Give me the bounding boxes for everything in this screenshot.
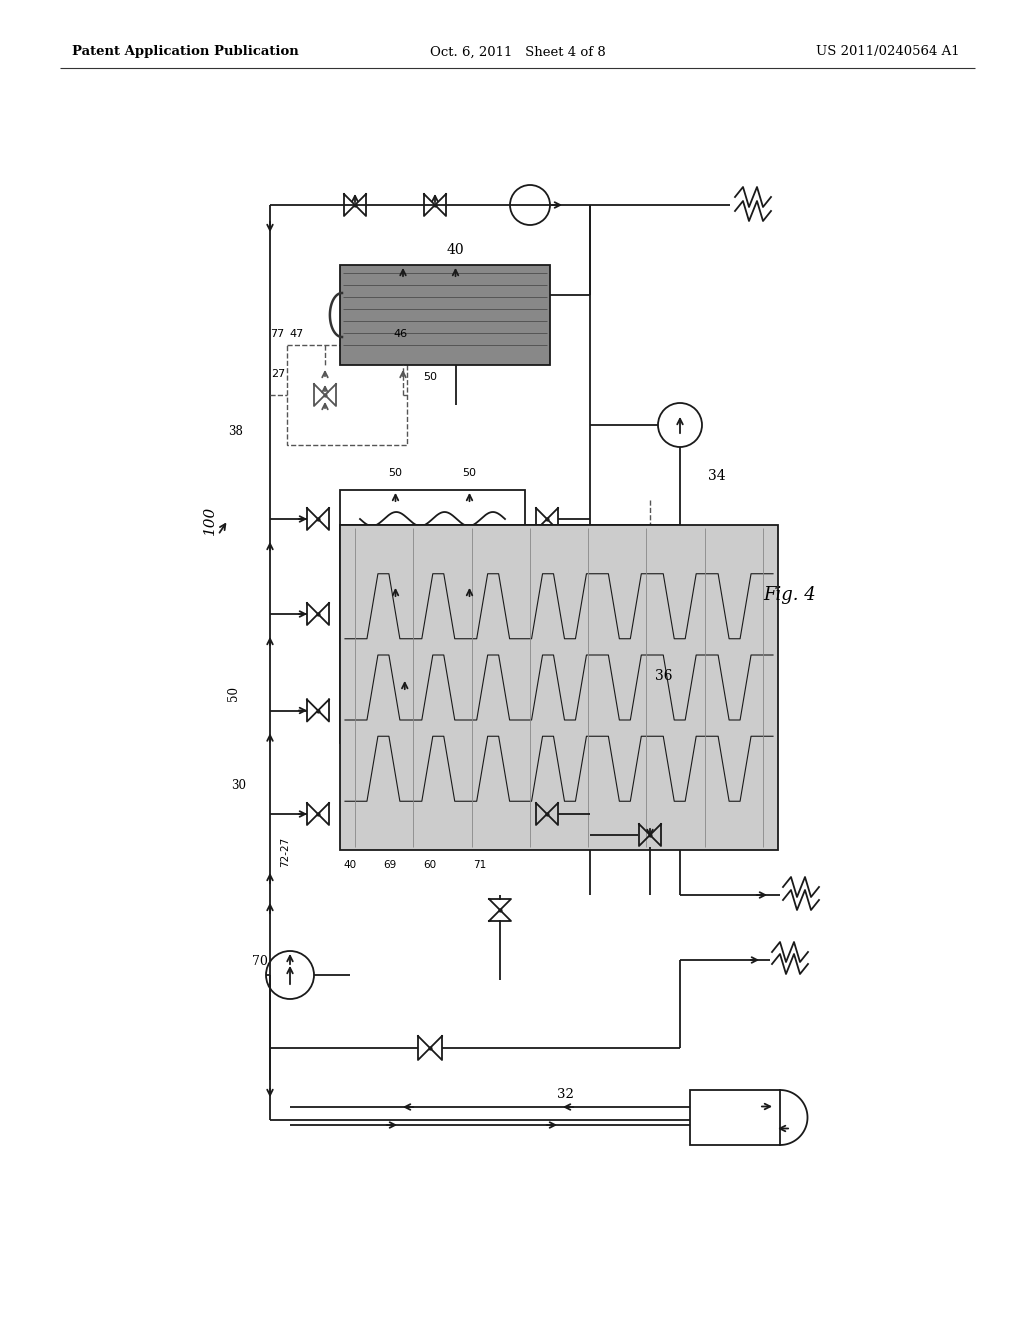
Text: 72-27: 72-27: [280, 837, 290, 867]
Text: 27: 27: [270, 370, 285, 379]
Text: Fig. 4: Fig. 4: [764, 586, 816, 605]
Bar: [690, 1090, 780, 1144]
Text: Oct. 6, 2011   Sheet 4 of 8: Oct. 6, 2011 Sheet 4 of 8: [430, 45, 606, 58]
Text: 50: 50: [227, 686, 240, 701]
Text: 71: 71: [473, 861, 486, 870]
Text: 77: 77: [269, 329, 284, 339]
Bar: [287, 345, 407, 445]
Text: 50: 50: [423, 372, 437, 381]
Bar: [340, 265, 550, 366]
Bar: [340, 490, 525, 548]
Bar: [340, 525, 778, 850]
Text: 38: 38: [228, 425, 243, 438]
Text: 70: 70: [252, 954, 268, 968]
Text: 36: 36: [655, 669, 673, 682]
Text: 40: 40: [343, 861, 356, 870]
Text: Patent Application Publication: Patent Application Publication: [72, 45, 299, 58]
Text: 69: 69: [383, 861, 396, 870]
Text: 32: 32: [557, 1088, 573, 1101]
Text: 100: 100: [203, 506, 217, 535]
Text: 40: 40: [446, 243, 464, 257]
Text: 60: 60: [424, 861, 436, 870]
Text: 46: 46: [393, 329, 408, 339]
Text: 50: 50: [388, 469, 402, 478]
Bar: [340, 585, 525, 643]
Bar: [340, 525, 678, 743]
Text: 50: 50: [463, 469, 476, 478]
Text: 47: 47: [289, 329, 303, 339]
Text: US 2011/0240564 A1: US 2011/0240564 A1: [816, 45, 961, 58]
Text: 30: 30: [231, 779, 246, 792]
Text: 34: 34: [708, 469, 726, 483]
